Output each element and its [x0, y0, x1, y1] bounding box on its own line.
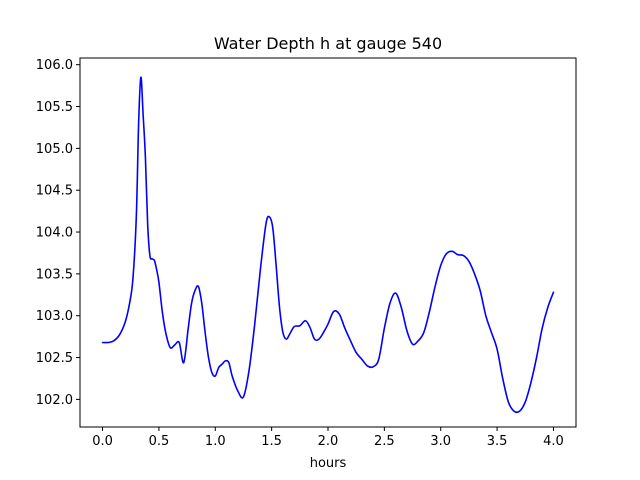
x-tick-label: 2.0 [318, 434, 339, 449]
y-tick-label: 102.5 [36, 351, 73, 366]
y-tick-label: 104.5 [36, 184, 73, 199]
y-tick-label: 103.0 [36, 309, 73, 324]
chart-title: Water Depth h at gauge 540 [214, 34, 442, 53]
y-axis: 102.0 102.5 103.0 103.5 104.0 104.5 105.0 105.5… [36, 58, 80, 408]
y-tick-label: 106.0 [36, 58, 73, 73]
y-tick-label: 105.0 [36, 142, 73, 157]
x-axis: 0.0 0.5 1.0 1.5 2.0 2.5 3.0 3.5 4.0 [92, 427, 564, 449]
x-tick-label: 3.5 [487, 434, 508, 449]
y-tick-label: 102.0 [36, 393, 73, 408]
y-tick-label: 103.5 [36, 267, 73, 282]
x-axis-label: hours [310, 456, 347, 471]
x-tick-label: 4.0 [543, 434, 564, 449]
series-line [101, 76, 555, 414]
y-tick-label: 104.0 [36, 226, 73, 241]
x-tick-label: 2.5 [374, 434, 395, 449]
plot-area [101, 76, 555, 414]
x-tick-label: 0.0 [92, 434, 113, 449]
x-tick-label: 1.0 [205, 434, 226, 449]
x-tick-label: 0.5 [149, 434, 170, 449]
x-tick-label: 1.5 [261, 434, 282, 449]
x-tick-label: 3.0 [430, 434, 451, 449]
y-tick-label: 105.5 [36, 100, 73, 115]
